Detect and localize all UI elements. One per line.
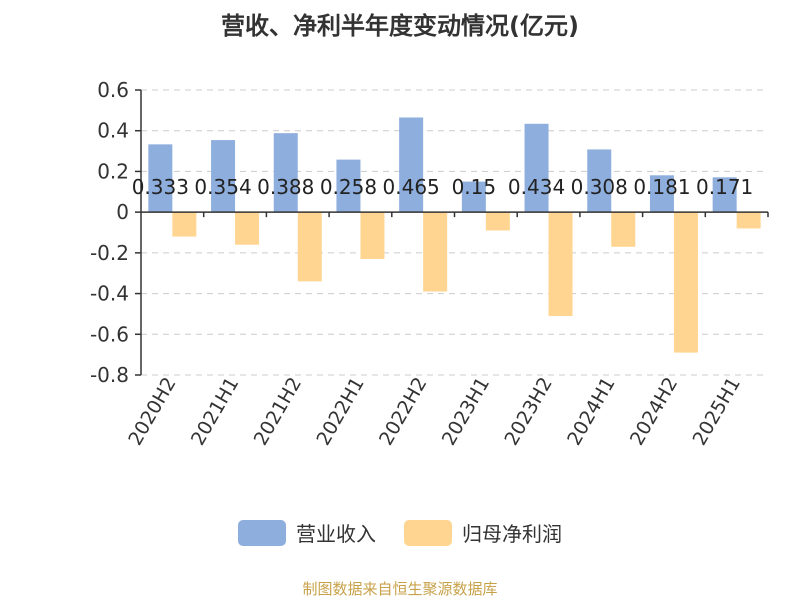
data-label-revenue: 0.388 [257,175,314,199]
y-tick-label: -0.8 [90,363,129,387]
bar-profit [485,212,510,231]
x-tick-label: 2022H2 [375,374,431,450]
bar-profit [736,212,761,229]
bar-revenue [399,117,424,213]
bar-profit [611,212,636,247]
legend-label-profit: 归母净利润 [462,522,562,546]
y-tick-label: 0.2 [97,159,129,183]
x-tick-label: 2021H2 [250,374,306,450]
gridlines [141,89,768,376]
legend-label-revenue: 营业收入 [296,522,376,546]
data-label-revenue: 0.465 [383,175,440,199]
x-tick-label: 2023H1 [438,373,494,449]
y-tick-label: 0 [116,200,129,224]
x-tick-label: 2024H1 [563,374,619,450]
data-label-revenue: 0.434 [508,175,565,199]
bar-profit [548,212,573,316]
bar-profit [297,212,322,282]
data-label-revenue: 0.171 [696,175,753,199]
x-tick-label: 2023H2 [500,374,556,450]
bar-profit [423,212,448,292]
y-tick-label: 0.4 [97,119,129,143]
legend: 营业收入 归母净利润 [0,518,800,547]
x-tick-label: 2024H2 [626,374,682,450]
bars [148,117,761,353]
data-label-revenue: 0.181 [633,175,690,199]
bar-revenue [336,159,361,213]
bar-revenue [211,140,236,213]
legend-item-profit[interactable]: 归母净利润 [404,518,562,547]
x-tick-label: 2022H1 [312,374,368,450]
data-label-revenue: 0.15 [452,175,497,199]
data-label-revenue: 0.333 [132,175,189,199]
bar-profit [235,212,260,245]
y-tick-label: -0.2 [90,241,129,265]
data-labels: 0.333 0.354 0.388 0.258 0.465 0.15 0.434 0.308 0… [132,175,754,199]
bar-revenue [148,144,173,213]
bar-revenue [461,181,486,213]
x-tick-label: 2025H1 [689,374,745,450]
legend-swatch-profit [404,519,452,546]
x-tick-label: 2020H2 [124,374,180,450]
bar-profit [172,212,197,237]
data-label-revenue: 0.258 [320,175,377,199]
bar-revenue [524,123,549,213]
data-label-revenue: 0.354 [194,175,251,199]
y-tick-label: -0.4 [90,282,129,306]
bar-profit [360,212,385,259]
legend-swatch-revenue [238,519,286,546]
bar-revenue [587,149,612,213]
legend-item-revenue[interactable]: 营业收入 [238,518,376,547]
bar-revenue [712,177,737,213]
chart-title: 营收、净利半年度变动情况(亿元) [221,12,579,40]
data-label-revenue: 0.308 [571,175,628,199]
bar-revenue [273,133,298,213]
bar-profit [673,212,698,353]
y-tick-label: 0.6 [97,78,129,102]
bar-revenue [649,175,674,213]
source-note: 制图数据来自恒生聚源数据库 [302,580,498,598]
y-tick-label: -0.6 [90,322,129,346]
x-tick-label: 2021H1 [187,374,243,450]
